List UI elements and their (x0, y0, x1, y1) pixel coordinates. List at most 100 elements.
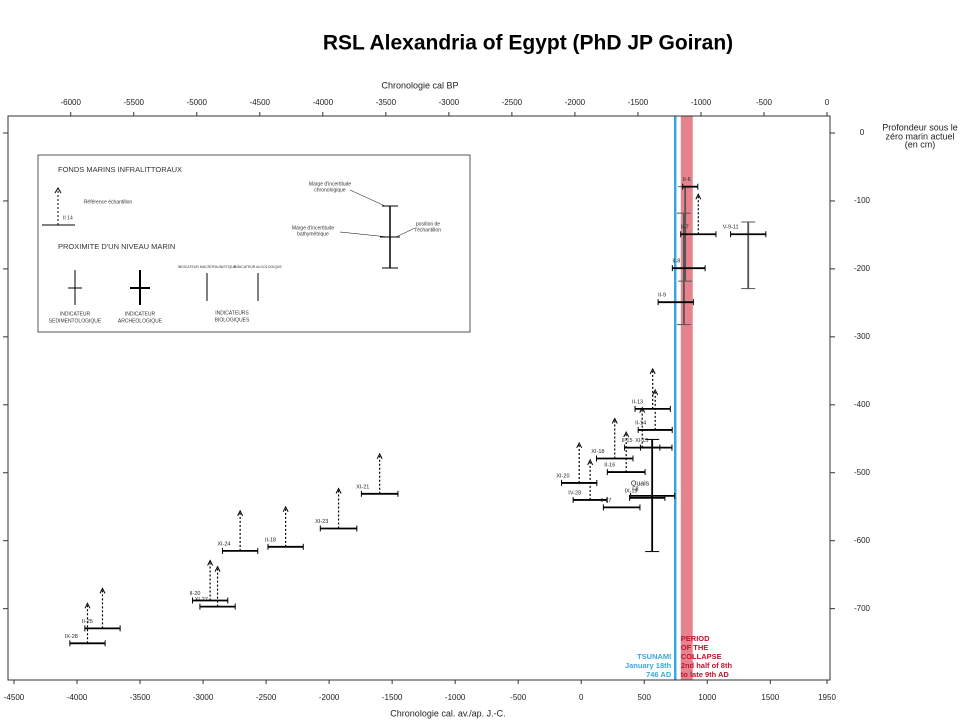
x2-tick-label: -2000 (565, 98, 586, 107)
event-label: COLLAPSE (681, 652, 722, 661)
plot-frame (7, 115, 831, 681)
y-tick-label: -700 (854, 604, 871, 613)
y-tick-label: -500 (854, 468, 871, 477)
arrow-head (623, 430, 630, 438)
x-tick-label: -3000 (193, 693, 214, 702)
sample-label: II-7 (681, 225, 689, 231)
sample-label: XI-24 (217, 541, 230, 547)
sample-label: II-16 (604, 463, 615, 469)
x2-tick-label: -1000 (691, 98, 712, 107)
sample-label: XI-20 (556, 473, 569, 479)
legend-leader (395, 227, 416, 238)
y-axis-label: (en cm) (905, 139, 936, 149)
legend-text: l'échantillon (415, 227, 441, 233)
legend-leader (339, 231, 389, 238)
x-tick-label: 1500 (761, 693, 779, 702)
y-tick-label: -400 (854, 400, 871, 409)
x-tick-label: 500 (638, 693, 652, 702)
collapse-band (680, 116, 693, 680)
x-tick-label: -3500 (130, 693, 151, 702)
legend-text: Marge d'incertitude (309, 181, 352, 187)
x-tick-label: -4500 (4, 693, 25, 702)
x2-tick-label: -5000 (187, 98, 208, 107)
x2-tick-label: -4500 (250, 98, 271, 107)
x2-tick-label: -5500 (124, 98, 145, 107)
legend-glyph (54, 187, 62, 194)
sample-label: II-14 (635, 420, 646, 426)
sample-label: II-18 (265, 537, 276, 543)
y-axis-label: zéro marin actuel (885, 131, 954, 141)
chart-title: RSL Alexandria of Egypt (PhD JP Goiran) (323, 32, 733, 55)
x2-tick-label: 0 (825, 98, 830, 107)
sample-label: I-8 (632, 486, 638, 492)
y-axis-label: Profondeur sous le (882, 122, 958, 132)
event-label: to late 9th AD (681, 670, 730, 679)
sample-label: XI-21 (356, 484, 369, 490)
arrow-head (649, 367, 656, 375)
x-axis-label: Chronologie cal. av./ap. J.-C. (390, 708, 505, 718)
x2-tick-label: -1500 (628, 98, 649, 107)
legend-text: SEDIMENTOLOGIQUE (49, 318, 102, 324)
legend-box (37, 154, 471, 333)
arrow-head (237, 509, 244, 517)
x2-tick-label: -3500 (376, 98, 397, 107)
x-tick-label: -1000 (445, 693, 466, 702)
x2-tick-label: -2500 (502, 98, 523, 107)
arrow-head (611, 417, 618, 424)
y-tick-label: -600 (854, 536, 871, 545)
event-label: OF THE (681, 643, 709, 652)
event-label: PERIOD (681, 634, 710, 643)
sample-label: IX-19 (624, 488, 637, 494)
legend-text: INDICATEUR (125, 311, 156, 317)
range-label: Quais (631, 480, 650, 487)
event-label: January 18th (625, 661, 672, 670)
x2-axis-label: Chronologie cal BP (381, 80, 458, 90)
y-tick-label: -300 (854, 332, 871, 341)
sample-label: II-20 (189, 591, 200, 597)
legend-text: II 14 (63, 215, 73, 221)
legend-text: Marge d'incertitude (292, 225, 335, 231)
sample-label: II-6 (683, 177, 691, 183)
x2-tick-label: -500 (756, 98, 773, 107)
legend-heading: PROXIMITE D'UN NIVEAU MARIN (58, 242, 175, 251)
event-label: 746 AD (646, 670, 672, 679)
arrow-head (376, 452, 383, 460)
y-tick-label: -100 (854, 196, 871, 205)
arrow-head (576, 441, 583, 449)
legend-text: position de (416, 221, 440, 227)
x2-tick-label: -6000 (60, 98, 81, 107)
legend: FONDS MARINS INFRALITTORAUX Référence éc… (37, 154, 471, 333)
sample-label: V-9-11 (723, 225, 739, 231)
arrow-head (214, 565, 221, 572)
sample-label: II-13 (632, 399, 643, 405)
x-tick-label: 1950 (818, 693, 836, 702)
x2-tick-label: -3000 (439, 98, 460, 107)
x-tick-label: -2000 (319, 693, 340, 702)
arrow-head (335, 487, 342, 494)
legend-text: INDICATEUR MACROFAUNISTIQUE (178, 265, 237, 269)
arrow-head (652, 388, 659, 396)
legend-text: Référence échantillon (84, 199, 133, 205)
arrow-head (639, 406, 646, 413)
arrow-head (207, 559, 214, 566)
x2-tick-label: -4000 (313, 98, 334, 107)
y-tick-label: 0 (860, 128, 865, 137)
sample-label: IV-28 (568, 490, 581, 496)
x-tick-label: 0 (579, 693, 584, 702)
sample-label: XI-18 (591, 449, 604, 455)
x-tick-label: 1000 (698, 693, 716, 702)
legend-heading: FONDS MARINS INFRALITTORAUX (58, 165, 182, 174)
sample-label: II-9 (658, 293, 666, 299)
event-label: TSUNAMI (637, 652, 671, 661)
legend-text: chronologique (314, 187, 346, 193)
event-label: 2nd half of 8th (681, 661, 733, 670)
legend-text: BIOLOGIQUES (215, 317, 250, 323)
sample-label: XI-23 (315, 519, 328, 525)
legend-text: INDICATEURS (215, 310, 249, 316)
sample-label: II-25 (82, 619, 93, 625)
arrow-head (282, 505, 289, 513)
sample-label: II-17 (600, 498, 611, 504)
legend-text: bathymétrique (297, 231, 329, 237)
sample-label: IX-28 (65, 634, 78, 640)
